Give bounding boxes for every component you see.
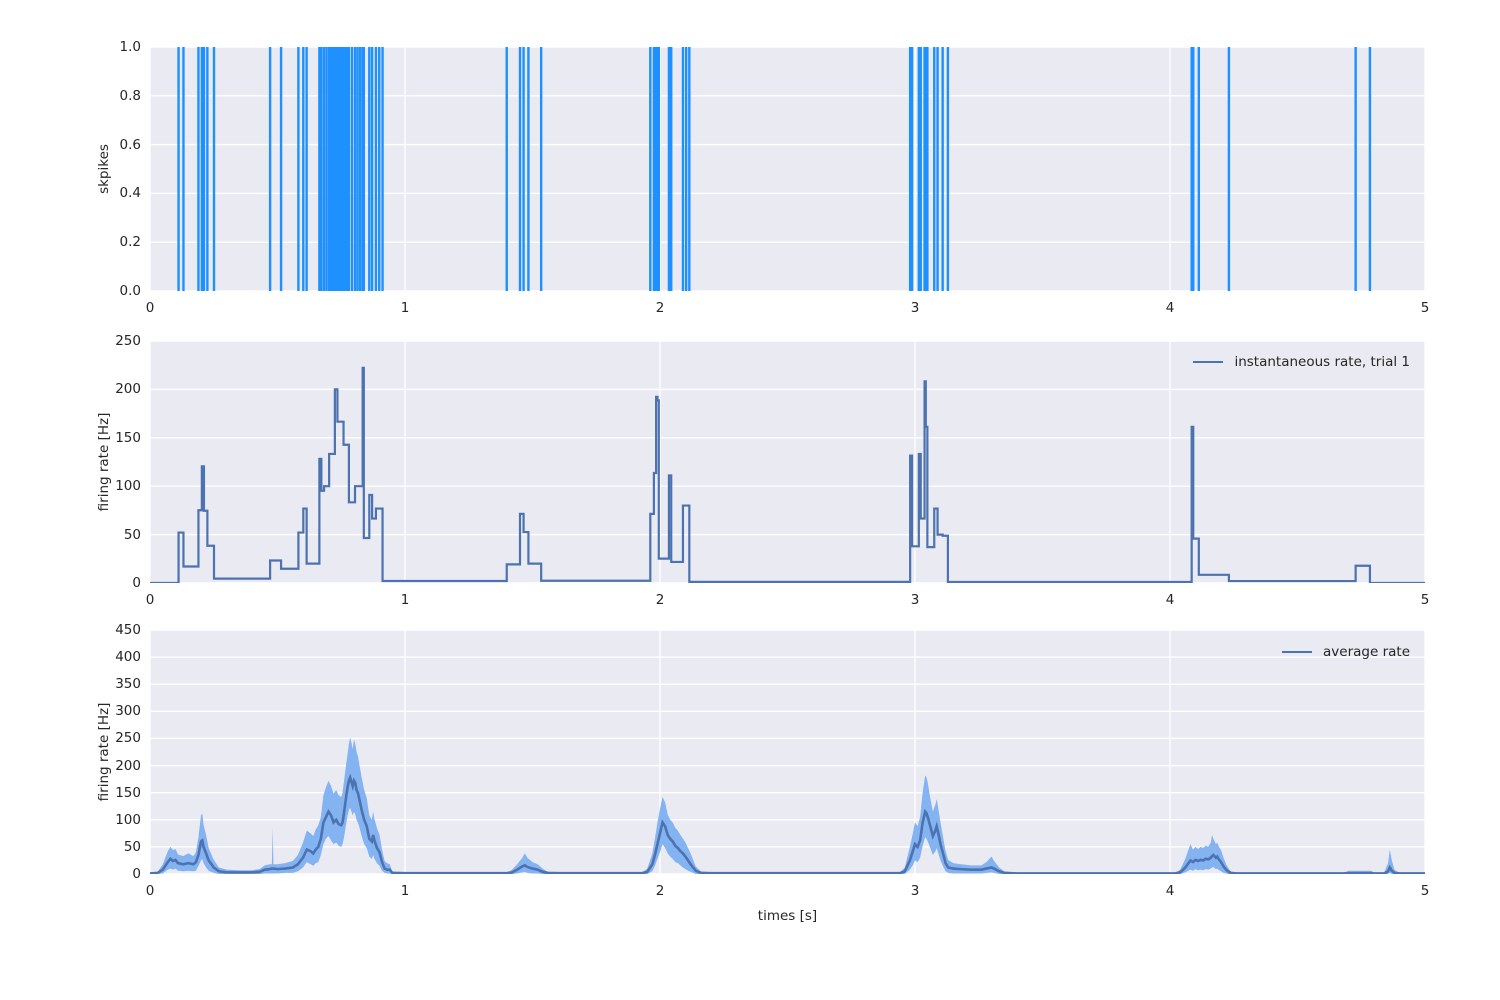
x-tick-label: 4 bbox=[1165, 592, 1175, 608]
x-tick-label: 5 bbox=[1420, 883, 1430, 899]
y-tick-label: 50 bbox=[123, 526, 141, 543]
y-tick-label: 0.8 bbox=[119, 87, 141, 104]
y-tick-label: 150 bbox=[115, 429, 141, 446]
y-tick-label: 1.0 bbox=[119, 39, 141, 55]
average-rate-ylabel: firing rate [Hz] bbox=[96, 702, 112, 802]
x-tick-label: 1 bbox=[400, 300, 410, 316]
y-tick-label: 100 bbox=[115, 811, 141, 828]
y-tick-label: 0 bbox=[132, 575, 141, 591]
x-tick-label: 3 bbox=[910, 300, 920, 316]
instantaneous-rate-plot bbox=[150, 341, 1425, 583]
raster-ylabel: skpikes bbox=[96, 144, 112, 194]
x-tick-label: 0 bbox=[145, 883, 155, 899]
y-tick-label: 400 bbox=[115, 649, 141, 666]
x-tick-label: 2 bbox=[655, 883, 665, 899]
average-rate-plot bbox=[150, 630, 1425, 874]
x-tick-label: 4 bbox=[1165, 883, 1175, 899]
y-tick-label: 300 bbox=[115, 703, 141, 720]
x-tick-label: 0 bbox=[145, 592, 155, 608]
x-tick-label: 1 bbox=[400, 592, 410, 608]
raster-plot bbox=[150, 47, 1425, 291]
y-tick-label: 250 bbox=[115, 730, 141, 747]
y-tick-label: 200 bbox=[115, 381, 141, 398]
x-tick-label: 3 bbox=[910, 883, 920, 899]
y-tick-label: 0.0 bbox=[119, 283, 141, 299]
instantaneous-rate-axes: firing rate [Hz] instantaneous rate, tri… bbox=[96, 333, 1429, 608]
y-tick-label: 250 bbox=[115, 333, 141, 349]
legend-average-rate: average rate bbox=[1282, 644, 1410, 660]
average-rate-axes: firing rate [Hz] average rate times [s] … bbox=[96, 622, 1429, 924]
legend-label: average rate bbox=[1323, 644, 1410, 660]
y-tick-label: 50 bbox=[123, 838, 141, 855]
x-tick-label: 2 bbox=[655, 592, 665, 608]
y-tick-label: 0.2 bbox=[119, 234, 141, 251]
y-tick-label: 0 bbox=[132, 866, 141, 882]
y-tick-label: 150 bbox=[115, 784, 141, 801]
y-tick-label: 350 bbox=[115, 676, 141, 693]
y-tick-label: 100 bbox=[115, 478, 141, 495]
x-tick-label: 1 bbox=[400, 883, 410, 899]
instantaneous-rate-ylabel: firing rate [Hz] bbox=[96, 412, 112, 512]
x-tick-label: 2 bbox=[655, 300, 665, 316]
x-tick-label: 4 bbox=[1165, 300, 1175, 316]
legend-line-sample bbox=[1282, 651, 1313, 653]
legend-line-sample bbox=[1193, 361, 1224, 363]
x-tick-label: 3 bbox=[910, 592, 920, 608]
x-tick-label: 0 bbox=[145, 300, 155, 316]
legend-instantaneous-rate: instantaneous rate, trial 1 bbox=[1193, 354, 1410, 370]
raster-axes: skpikes 0 1 2 3 4 5 0.0 0.2 0.4 0.6 0.8 1.0 bbox=[96, 39, 1429, 316]
y-tick-label: 450 bbox=[115, 622, 141, 638]
x-tick-label: 5 bbox=[1420, 592, 1430, 608]
x-axis-label: times [s] bbox=[757, 908, 818, 924]
y-tick-label: 0.6 bbox=[119, 136, 141, 153]
x-tick-label: 5 bbox=[1420, 300, 1430, 316]
y-tick-label: 200 bbox=[115, 757, 141, 774]
legend-label: instantaneous rate, trial 1 bbox=[1234, 354, 1410, 370]
y-tick-label: 0.4 bbox=[119, 185, 141, 202]
